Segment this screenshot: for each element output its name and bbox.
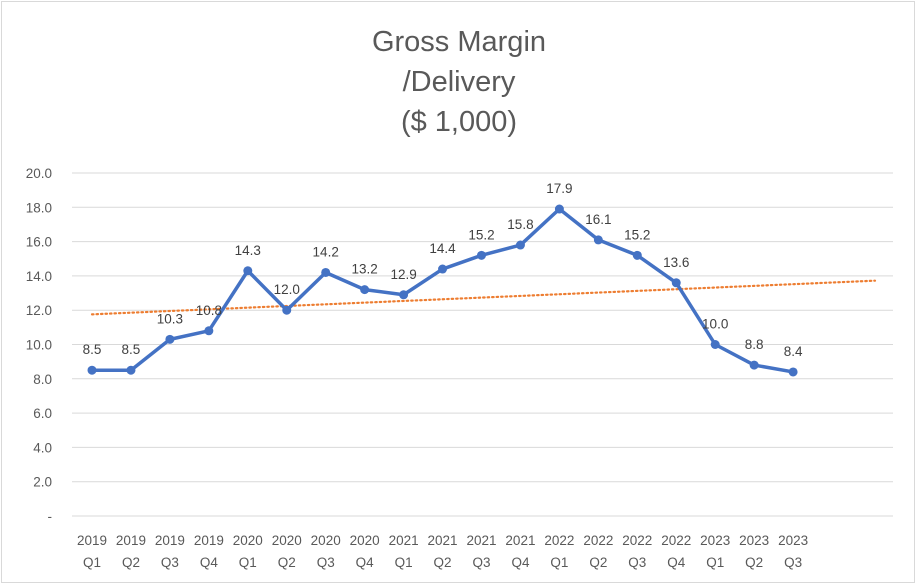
data-label: 14.2 [313,244,339,259]
data-label: 16.1 [585,212,611,227]
data-label: 8.4 [784,344,803,359]
chart-title-line-2: /Delivery [402,66,516,98]
x-tick-label-quarter: Q4 [356,555,375,570]
data-label: 15.2 [624,227,650,242]
x-tick-label-year: 2020 [311,533,341,548]
x-tick-label-quarter: Q1 [550,555,568,570]
data-label: 13.6 [663,255,689,270]
x-tick-label-quarter: Q3 [628,555,646,570]
x-tick-label-quarter: Q3 [784,555,802,570]
data-point [399,290,409,300]
x-tick-label-year: 2023 [739,533,769,548]
x-tick-label-year: 2022 [583,533,613,548]
y-tick-label: 4.0 [33,440,52,455]
data-point [671,278,681,288]
x-tick-label-quarter: Q4 [511,555,530,570]
data-point [282,305,292,315]
data-label: 13.2 [352,262,378,277]
data-point [710,340,720,349]
data-point [360,285,370,295]
data-point [204,326,214,336]
data-label: 12.0 [274,282,300,297]
data-label: 10.8 [196,303,222,318]
data-point [593,235,603,245]
y-tick-label: 8.0 [33,372,52,387]
data-point [632,250,642,260]
data-label: 17.9 [546,181,572,196]
x-tick-label-year: 2020 [233,533,263,548]
x-tick-label-year: 2021 [466,533,496,548]
data-point [321,267,331,277]
data-label: 15.8 [507,217,533,232]
x-tick-label-year: 2021 [389,533,419,548]
data-point [749,360,759,370]
x-tick-label-quarter: Q1 [706,555,724,570]
x-tick-label-year: 2020 [350,533,380,548]
data-label: 8.5 [83,342,102,357]
x-tick-label-year: 2020 [272,533,302,548]
y-tick-label: 10.0 [26,338,52,353]
x-tick-label-quarter: Q1 [395,555,413,570]
y-tick-label: 6.0 [33,406,52,421]
data-label: 12.9 [390,267,416,282]
x-tick-label-quarter: Q1 [83,555,101,570]
data-point [477,250,486,260]
x-tick-label-quarter: Q2 [278,555,296,570]
x-tick-label-year: 2019 [116,533,146,548]
y-tick-label: 12.0 [26,303,52,318]
x-tick-label-quarter: Q1 [239,555,257,570]
x-tick-label-quarter: Q2 [122,555,140,570]
data-point [438,264,448,274]
series-line [90,207,795,374]
x-tick-label-year: 2021 [428,533,458,548]
x-tick-label-quarter: Q2 [745,555,763,570]
y-tick-label: 18.0 [26,200,52,215]
chart-title: Gross Margin /Delivery ($ 1,000) [0,22,918,142]
x-tick-label-year: 2022 [544,533,574,548]
y-tick-label: 2.0 [33,475,52,490]
data-point [243,266,253,276]
x-tick-label-year: 2023 [778,533,808,548]
y-tick-label: 16.0 [26,235,52,250]
x-tick-label-year: 2019 [77,533,107,548]
y-tick-label: 14.0 [26,269,52,284]
y-tick-label: - [48,509,53,524]
x-tick-label-quarter: Q4 [667,555,686,570]
x-tick-label-year: 2023 [700,533,730,548]
x-tick-label-quarter: Q2 [589,555,607,570]
data-label: 15.2 [468,227,494,242]
x-tick-label-year: 2019 [155,533,185,548]
x-tick-label-year: 2022 [661,533,691,548]
chart-title-line-3: ($ 1,000) [400,106,518,138]
data-label: 10.0 [702,317,728,332]
y-tick-label: 20.0 [26,166,52,181]
data-label: 10.3 [157,311,183,326]
data-label: 8.8 [745,337,764,352]
x-tick-label-quarter: Q3 [317,555,335,570]
chart-title-line-1: Gross Margin [371,26,547,58]
data-label: 8.5 [122,342,141,357]
x-tick-label-quarter: Q2 [434,555,452,570]
data-point [165,334,175,344]
data-point [126,365,136,375]
x-tick-label-quarter: Q4 [200,555,219,570]
x-tick-label-year: 2022 [622,533,652,548]
data-point [554,204,564,214]
x-tick-label-year: 2021 [505,533,535,548]
x-tick-label-quarter: Q3 [161,555,179,570]
x-tick-label-quarter: Q3 [472,555,490,570]
data-point [515,240,525,250]
x-tick-label-year: 2019 [194,533,224,548]
data-label: 14.4 [429,241,456,256]
data-point [87,365,97,375]
data-label: 14.3 [235,243,261,258]
data-point [788,367,798,377]
